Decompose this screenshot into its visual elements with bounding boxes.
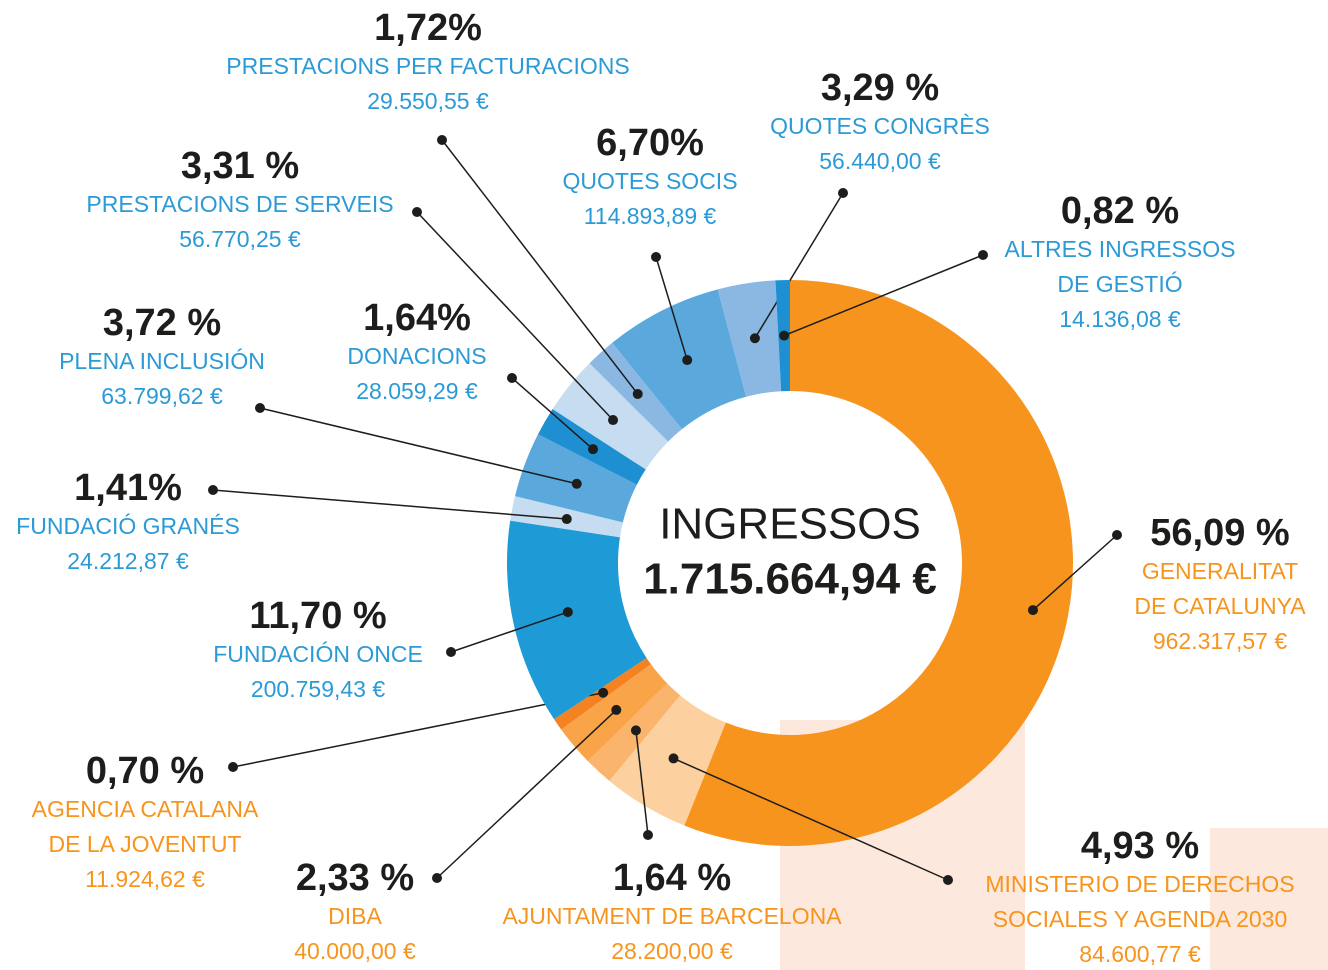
percent-label: 6,70% <box>596 122 704 164</box>
amount-label: 14.136,08 € <box>1059 306 1181 332</box>
leader-dot <box>943 875 953 885</box>
percent-label: 1,72% <box>374 7 482 49</box>
amount-label: 56.440,00 € <box>819 148 941 174</box>
category-label: AGENCIA CATALANA <box>32 796 259 822</box>
leader-line <box>436 709 617 879</box>
leader-dot <box>779 330 790 341</box>
leader-dot <box>838 188 848 198</box>
percent-label: 2,33 % <box>296 857 414 899</box>
category-label: AJUNTAMENT DE BARCELONA <box>502 903 842 929</box>
category-label: DE LA JOVENTUT <box>49 831 242 857</box>
category-label: QUOTES SOCIS <box>562 168 737 194</box>
leader-line <box>635 730 649 836</box>
category-label: PRESTACIONS PER FACTURACIONS <box>226 53 629 79</box>
amount-label: 56.770,25 € <box>179 226 301 252</box>
leader-dot <box>437 135 447 145</box>
leader-dot <box>643 830 653 840</box>
donut-segment <box>515 434 637 523</box>
center-total: 1.715.664,94 € <box>643 555 937 604</box>
leader-dot <box>507 373 517 383</box>
leader-dot <box>255 403 265 413</box>
leader-line <box>754 192 844 339</box>
leader-dot <box>611 704 622 715</box>
leader-dot <box>651 252 661 262</box>
leader-dot <box>588 444 599 455</box>
donut-segment <box>684 280 1073 846</box>
leader-line <box>416 211 614 421</box>
leader-dot <box>630 725 641 736</box>
amount-label: 40.000,00 € <box>294 938 416 964</box>
category-label: FUNDACIÓN ONCE <box>213 641 423 667</box>
donut-segment <box>507 520 647 720</box>
leader-line <box>511 377 594 450</box>
amount-label: 11.924,62 € <box>85 866 205 892</box>
category-label: DONACIONS <box>347 343 486 369</box>
category-label: PRESTACIONS DE SERVEIS <box>86 191 393 217</box>
amount-label: 24.212,87 € <box>67 548 189 574</box>
leader-dot <box>571 478 582 489</box>
percent-label: 11,70 % <box>249 595 386 637</box>
category-label: PLENA INCLUSIÓN <box>59 348 265 374</box>
leader-line <box>259 407 577 485</box>
category-label: ALTRES INGRESSOS <box>1005 236 1236 262</box>
leader-dot <box>1112 530 1122 540</box>
leader-dot <box>562 607 573 618</box>
leader-dot <box>668 753 679 764</box>
category-label: FUNDACIÓ GRANÉS <box>16 513 240 539</box>
leader-dot <box>749 333 760 344</box>
amount-label: 200.759,43 € <box>251 676 386 702</box>
donut-segment <box>612 289 747 430</box>
amount-label: 29.550,55 € <box>367 88 489 114</box>
leader-dot <box>208 485 218 495</box>
leader-dot <box>412 207 422 217</box>
amount-label: 28.059,29 € <box>356 378 478 404</box>
percent-label: 1,41% <box>74 467 182 509</box>
percent-label: 3,29 % <box>821 67 939 109</box>
leader-line <box>212 489 567 520</box>
leader-dot <box>608 415 619 426</box>
percent-label: 3,72 % <box>103 302 221 344</box>
leader-line <box>441 139 639 395</box>
amount-label: 962.317,57 € <box>1153 628 1288 654</box>
category-label: MINISTERIO DE DERECHOS <box>985 871 1294 897</box>
amount-label: 63.799,62 € <box>101 383 223 409</box>
leader-dot <box>632 388 643 399</box>
category-label: QUOTES CONGRÈS <box>770 113 990 139</box>
donut-segment <box>609 695 726 826</box>
category-label: DIBA <box>328 903 382 929</box>
category-label: DE GESTIÓ <box>1057 271 1182 297</box>
leader-line <box>232 692 604 768</box>
percent-label: 56,09 % <box>1150 512 1289 554</box>
leader-dot <box>432 873 442 883</box>
percent-label: 0,82 % <box>1061 190 1179 232</box>
amount-label: 28.200,00 € <box>611 938 733 964</box>
percent-label: 1,64% <box>363 297 471 339</box>
leader-dot <box>1027 605 1038 616</box>
percent-label: 1,64 % <box>613 857 731 899</box>
leader-line <box>673 757 949 881</box>
donut-segment <box>717 280 782 397</box>
percent-label: 3,31 % <box>181 145 299 187</box>
amount-label: 84.600,77 € <box>1079 941 1201 967</box>
category-label: SOCIALES Y AGENDA 2030 <box>993 906 1288 932</box>
background-block <box>1210 828 1328 970</box>
leader-dot <box>598 687 609 698</box>
leader-line <box>655 256 688 361</box>
center-title: INGRESSOS <box>659 500 921 549</box>
percent-label: 4,93 % <box>1081 825 1199 867</box>
leader-dot <box>561 514 572 525</box>
percent-label: 0,70 % <box>86 750 204 792</box>
category-label: GENERALITAT <box>1142 558 1298 584</box>
leader-dot <box>978 250 988 260</box>
leader-line <box>783 254 984 337</box>
leader-dot <box>446 647 456 657</box>
leader-dot <box>682 355 693 366</box>
leader-line <box>450 611 569 653</box>
category-label: DE CATALUNYA <box>1134 593 1306 619</box>
leader-dot <box>228 762 238 772</box>
leader-line <box>1032 534 1118 611</box>
amount-label: 114.893,89 € <box>584 203 717 229</box>
